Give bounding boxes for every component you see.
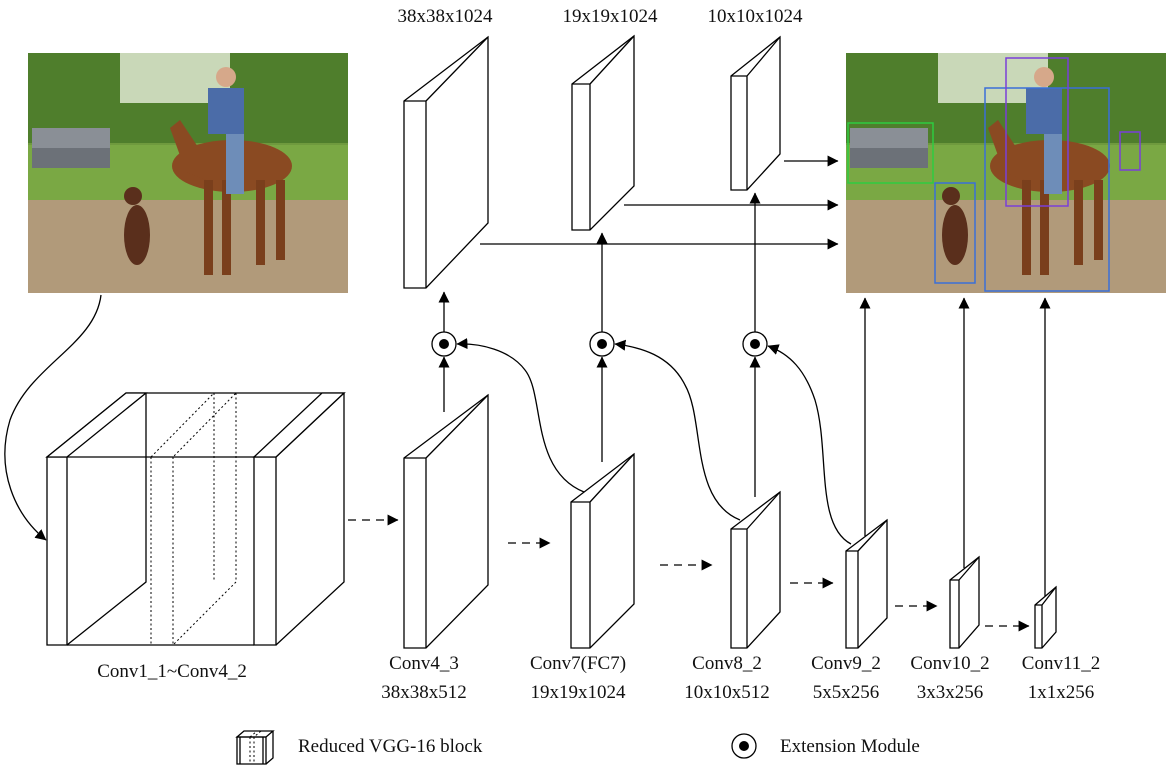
slab-top-38 bbox=[403, 35, 489, 289]
extension-module-1 bbox=[431, 331, 457, 357]
layer-name-conv4-3: Conv4_3 bbox=[389, 653, 459, 674]
vgg-block bbox=[45, 392, 346, 646]
slab-top-19 bbox=[571, 34, 635, 231]
slab-conv9-2 bbox=[845, 518, 888, 649]
layer-name-conv7: Conv7(FC7) bbox=[530, 653, 626, 674]
extension-module-3 bbox=[742, 331, 768, 357]
layer-name-conv8-2: Conv8_2 bbox=[692, 653, 762, 674]
slab-conv7 bbox=[570, 452, 635, 649]
legend-extension-text: Extension Module bbox=[780, 736, 920, 757]
slab-conv11-2 bbox=[1034, 585, 1057, 649]
connection-arrows bbox=[4, 155, 1051, 632]
detection-box-horse bbox=[984, 87, 1110, 292]
vgg-block-label: Conv1_1~Conv4_2 bbox=[97, 661, 247, 682]
slab-conv4-3 bbox=[403, 393, 489, 649]
layer-dims-conv7: 19x19x1024 bbox=[531, 682, 627, 703]
legend-vgg-text: Reduced VGG-16 block bbox=[298, 736, 483, 757]
layer-name-conv11-2: Conv11_2 bbox=[1022, 653, 1100, 674]
detection-box-dog bbox=[934, 182, 976, 284]
layer-dims-conv10-2: 3x3x256 bbox=[917, 682, 984, 703]
input-photo bbox=[28, 53, 348, 293]
legend-extension-icon bbox=[731, 733, 757, 759]
legend-vgg-icon bbox=[235, 730, 275, 765]
top-label-2: 19x19x1024 bbox=[563, 6, 659, 27]
layer-dims-conv4-3: 38x38x512 bbox=[381, 682, 467, 703]
slab-conv8-2 bbox=[730, 490, 781, 649]
top-label-1: 38x38x1024 bbox=[398, 6, 494, 27]
top-label-3: 10x10x1024 bbox=[708, 6, 804, 27]
layer-dims-conv9-2: 5x5x256 bbox=[813, 682, 880, 703]
slab-top-10 bbox=[730, 35, 781, 191]
layer-name-conv10-2: Conv10_2 bbox=[910, 653, 989, 674]
detection-box-person-small bbox=[1119, 131, 1141, 171]
layer-dims-conv8-2: 10x10x512 bbox=[684, 682, 770, 703]
layer-dims-conv11-2: 1x1x256 bbox=[1028, 682, 1095, 703]
extension-module-2 bbox=[589, 331, 615, 357]
detection-box-person bbox=[1005, 57, 1069, 207]
output-photo bbox=[846, 53, 1166, 293]
slab-conv10-2 bbox=[949, 555, 980, 649]
layer-name-conv9-2: Conv9_2 bbox=[811, 653, 881, 674]
legend: Reduced VGG-16 block Extension Module bbox=[235, 730, 920, 765]
detection-box-car bbox=[847, 122, 934, 184]
